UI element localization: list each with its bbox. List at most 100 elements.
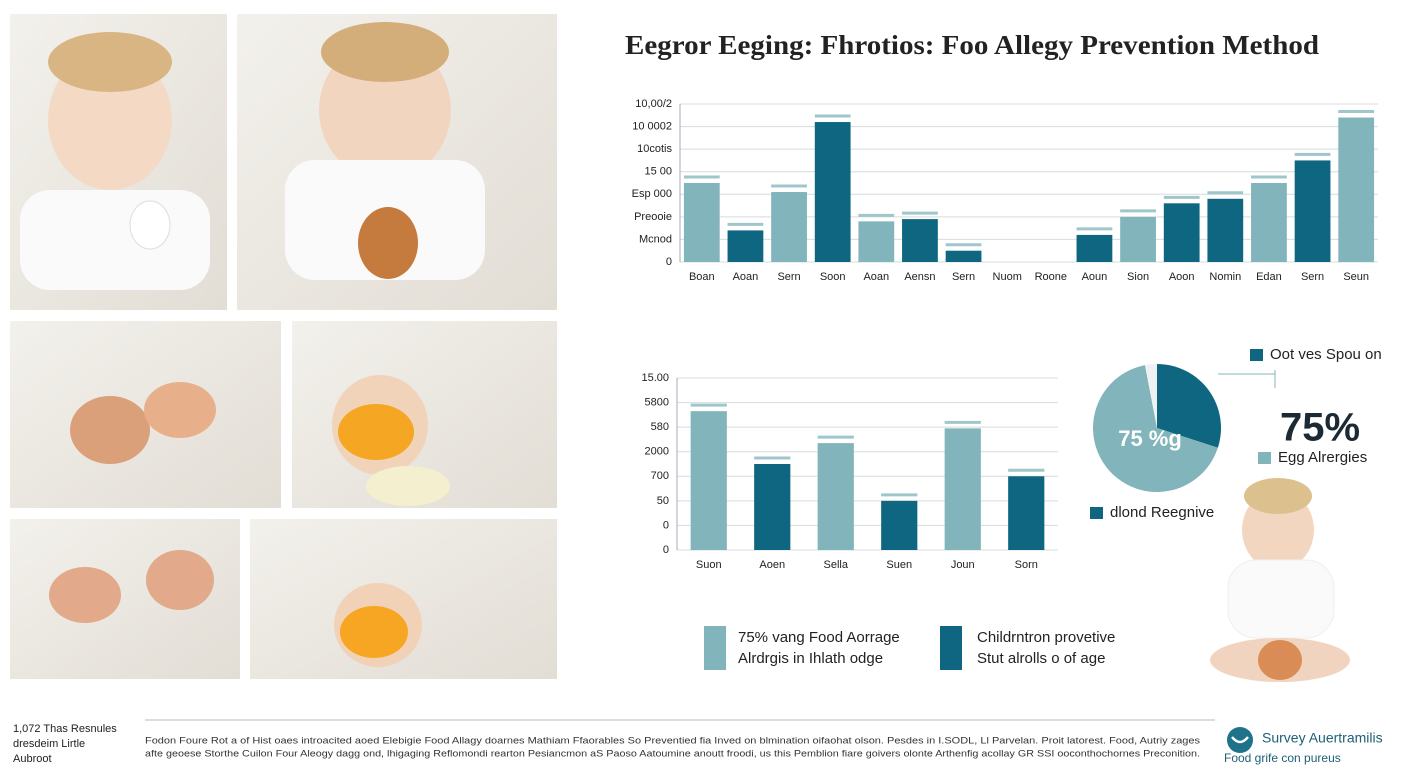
bar [814, 122, 851, 262]
x-tick-label: Sella [824, 559, 849, 571]
y-tick-label: Esp 000 [632, 188, 672, 200]
photo-shell [49, 567, 121, 623]
y-tick-label: Preooie [634, 211, 672, 223]
x-tick-label: Sorn [1015, 559, 1038, 571]
photo-egg [358, 207, 418, 279]
x-tick-label: Aoan [863, 271, 889, 283]
photo-shell [144, 382, 216, 438]
x-tick-label: Boan [689, 271, 715, 283]
baby-egg [1258, 640, 1302, 680]
pie-slice [1157, 364, 1222, 448]
legend-swatch [940, 626, 962, 670]
x-tick-label: Aoan [733, 271, 759, 283]
photo-shell [146, 550, 214, 610]
bar [1008, 476, 1045, 550]
y-tick-label: 15.00 [641, 372, 669, 384]
legend-label: Childrntron provetive [977, 629, 1115, 646]
bar [1207, 198, 1244, 262]
bar [902, 219, 938, 262]
pie-label: 75 %g [1118, 426, 1182, 451]
legend-swatch [1250, 349, 1263, 361]
photo-hair [48, 32, 172, 92]
legend-swatch [704, 626, 726, 670]
y-tick-label: 15 00 [644, 166, 672, 178]
bar [1076, 234, 1113, 262]
bar [858, 221, 895, 262]
pie-slice [1093, 365, 1218, 492]
logo-icon [1227, 727, 1253, 753]
bar [817, 443, 854, 550]
bar [1338, 117, 1375, 263]
y-tick-label: 2000 [645, 446, 669, 458]
photo-shell [70, 396, 150, 464]
big-percent: 75% [1280, 406, 1360, 450]
x-tick-label: Nuom [993, 271, 1022, 283]
photo-yolk [340, 606, 408, 658]
bar [683, 183, 720, 262]
legend-label: Egg Alrergies [1278, 449, 1367, 466]
baby-shirt [1227, 559, 1335, 639]
legend-swatch [1258, 452, 1271, 464]
logo-icon-mark [1231, 736, 1249, 744]
legend-label: Stut alrolls o of age [977, 650, 1105, 667]
footer-note: dresdeim Lirtle [13, 738, 85, 750]
y-tick-label: 10cotis [637, 143, 672, 155]
pie-slice [1145, 364, 1157, 428]
x-tick-label: Seun [1343, 271, 1369, 283]
x-tick-label: Roone [1035, 271, 1067, 283]
x-tick-label: Sion [1127, 271, 1149, 283]
legend-label: Oot ves Spou on [1270, 346, 1382, 363]
x-tick-label: Nomin [1209, 271, 1241, 283]
bar [727, 230, 764, 262]
y-tick-label: 0 [663, 519, 669, 531]
y-tick-label: 10,00/2 [635, 98, 672, 110]
footer-body: Fodon Foure Rot a of Hist oaes introacit… [145, 735, 1201, 745]
bar [944, 428, 981, 550]
legend-label: Alrdrgis in Ihlath odge [738, 650, 883, 667]
legend-swatch [1090, 507, 1103, 519]
x-tick-label: Suen [886, 559, 912, 571]
bar [881, 500, 918, 550]
photo-shirt [20, 190, 210, 290]
x-tick-label: Edan [1256, 271, 1282, 283]
y-tick-label: 0 [666, 256, 672, 268]
logo-text: Survey Auertramilis [1262, 730, 1383, 746]
y-tick-label: 0 [663, 544, 669, 556]
bar [690, 411, 727, 550]
y-tick-label: Mcnod [639, 233, 672, 245]
bar [1163, 203, 1200, 262]
logo-text: Food grife con pureus [1224, 751, 1341, 765]
x-tick-label: Aoen [759, 559, 785, 571]
page-title: Eegror Eeging: Fhrotios: Foo Allegy Prev… [625, 30, 1319, 60]
y-tick-label: 580 [651, 421, 669, 433]
photo-egg [129, 200, 171, 250]
legend-label: 75% vang Food Aorrage [738, 629, 900, 646]
x-tick-label: Sern [1301, 271, 1324, 283]
footer-body: afte geoese Storthe Cuilon Four Aleogy d… [145, 748, 1200, 758]
y-tick-label: 700 [651, 470, 669, 482]
footer-note: 1,072 Thas Resnules [13, 723, 117, 735]
bar [771, 192, 807, 262]
x-tick-label: Aoon [1169, 271, 1195, 283]
baby-hair [1244, 478, 1312, 514]
x-tick-label: Aensn [904, 271, 935, 283]
bar [1251, 183, 1287, 262]
x-tick-label: Aoun [1082, 271, 1108, 283]
bar [945, 250, 982, 262]
y-tick-label: 5800 [645, 396, 669, 408]
x-tick-label: Joun [951, 559, 975, 571]
footer-note: Aubroot [13, 753, 52, 765]
bar [754, 464, 791, 550]
x-tick-label: Sern [777, 271, 800, 283]
legend-label: dlond Reegnive [1110, 504, 1214, 521]
bar [1120, 216, 1156, 262]
x-tick-label: Soon [820, 271, 846, 283]
x-tick-label: Sern [952, 271, 975, 283]
photo-hair [321, 22, 449, 82]
y-tick-label: 50 [657, 495, 669, 507]
y-tick-label: 10 0002 [632, 120, 672, 132]
photo-yolk [338, 404, 414, 460]
bar [1294, 160, 1331, 262]
